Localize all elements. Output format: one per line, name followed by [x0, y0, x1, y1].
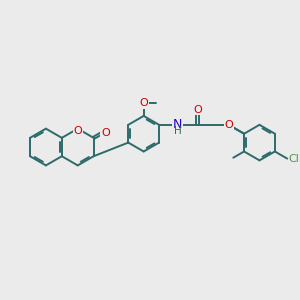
Text: O: O [139, 98, 148, 109]
Text: Cl: Cl [288, 154, 299, 164]
Text: O: O [224, 120, 233, 130]
Text: O: O [101, 128, 110, 138]
Text: O: O [193, 105, 202, 115]
Text: N: N [173, 118, 182, 131]
Text: H: H [174, 126, 182, 136]
Text: O: O [74, 126, 82, 136]
